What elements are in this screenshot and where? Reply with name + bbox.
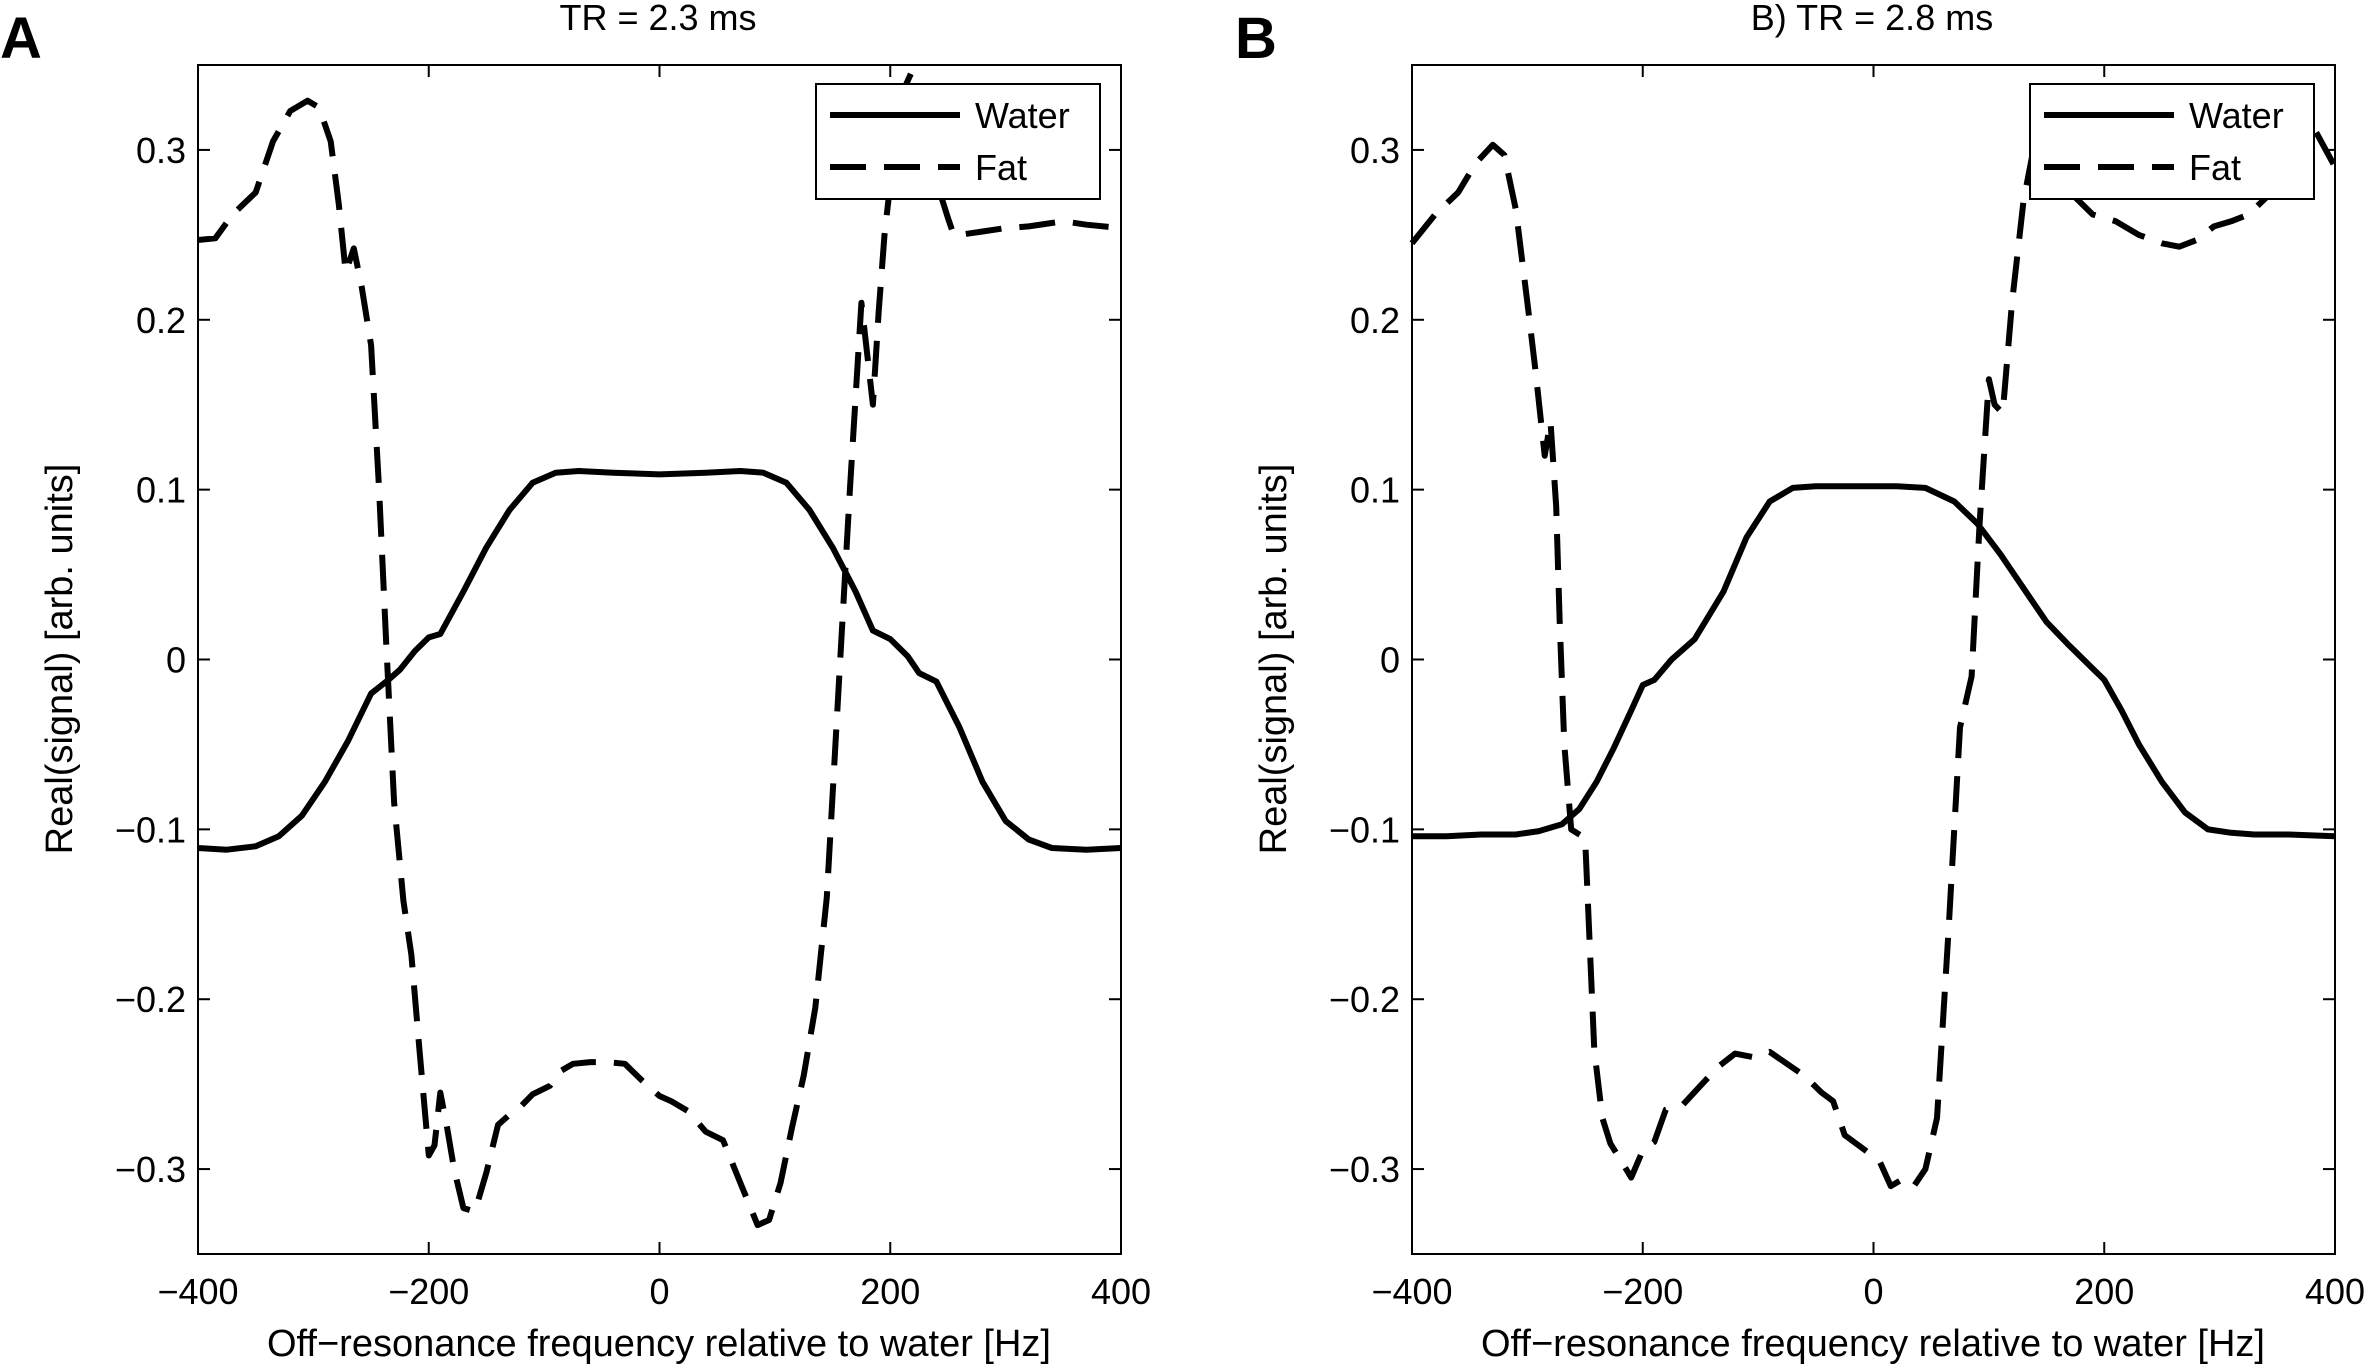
x-tick-label: 400 — [2305, 1271, 2365, 1312]
y-tick-label: −0.3 — [1329, 1149, 1400, 1190]
panel-label-a: A — [0, 6, 42, 71]
x-tick-label: 200 — [860, 1271, 920, 1312]
legend-fat-label-b: Fat — [2189, 147, 2241, 188]
axis-ticks-b: −400 −200 0 200 400 −0.3 −0.2 −0.1 0 0.1 0.2 0.3 — [1329, 65, 2365, 1312]
plot-frame-a — [197, 64, 1122, 1255]
y-tick-label: −0.2 — [1329, 979, 1400, 1020]
fat-series-line-b — [1409, 121, 2338, 1190]
panel-label-b: B — [1235, 6, 1277, 71]
chart-title-b: B) TR = 2.8 ms — [1751, 0, 1993, 38]
water-series-line-a — [197, 468, 1122, 853]
x-tick-label: −200 — [1602, 1271, 1683, 1312]
plot-frame-b — [1411, 64, 2336, 1255]
legend-water-label-b: Water — [2189, 95, 2284, 136]
legend-b: Water Fat — [2029, 83, 2315, 200]
y-tick-label: −0.1 — [115, 809, 186, 850]
y-tick-label: −0.2 — [115, 979, 186, 1020]
x-tick-label: −400 — [157, 1271, 238, 1312]
y-tick-label: 0.1 — [136, 470, 186, 511]
axis-ticks-a: −400 −200 0 200 400 −0.3 −0.2 −0.1 0 0.1 0.2 0.3 — [115, 65, 1151, 1312]
y-axis-label-a: Real(signal) [arb. units] — [39, 464, 81, 855]
fat-series-line-a — [197, 70, 1122, 1229]
legend-water-label-a: Water — [975, 95, 1070, 136]
y-tick-label: 0.3 — [1350, 130, 1400, 171]
x-tick-label: −200 — [388, 1271, 469, 1312]
water-series-line-b — [1412, 483, 2336, 840]
y-axis-label-b: Real(signal) [arb. units] — [1253, 464, 1295, 855]
legend-box-a — [815, 83, 1101, 200]
y-tick-label: 0.2 — [1350, 300, 1400, 341]
y-tick-label: 0 — [1380, 640, 1400, 681]
x-tick-label: 0 — [1863, 1271, 1883, 1312]
plot-series-a — [197, 70, 1122, 1229]
y-tick-label: 0.3 — [136, 130, 186, 171]
legend-fat-label-a: Fat — [975, 147, 1027, 188]
x-axis-label-a: Off−resonance frequency relative to wate… — [267, 1323, 1051, 1365]
y-tick-label: 0.1 — [1350, 470, 1400, 511]
x-tick-label: −400 — [1371, 1271, 1452, 1312]
plot-series-b — [1409, 121, 2338, 1190]
y-tick-label: −0.1 — [1329, 809, 1400, 850]
chart-title-a: TR = 2.3 ms — [559, 0, 756, 38]
x-axis-label-b: Off−resonance frequency relative to wate… — [1481, 1323, 2265, 1365]
x-tick-label: 200 — [2074, 1271, 2134, 1312]
panel-a: A TR = 2.3 ms −400 −200 0 200 400 −0.3 −0.2 −0.… — [0, 0, 1151, 1365]
legend-a: Water Fat — [815, 83, 1101, 200]
x-tick-label: 0 — [649, 1271, 669, 1312]
panel-b: B B) TR = 2.8 ms −400 −200 0 200 400 −0.3 −0.2… — [1235, 0, 2365, 1365]
y-tick-label: −0.3 — [115, 1149, 186, 1190]
legend-box-b — [2029, 83, 2315, 200]
x-tick-label: 400 — [1091, 1271, 1151, 1312]
y-tick-label: 0 — [166, 640, 186, 681]
y-tick-label: 0.2 — [136, 300, 186, 341]
